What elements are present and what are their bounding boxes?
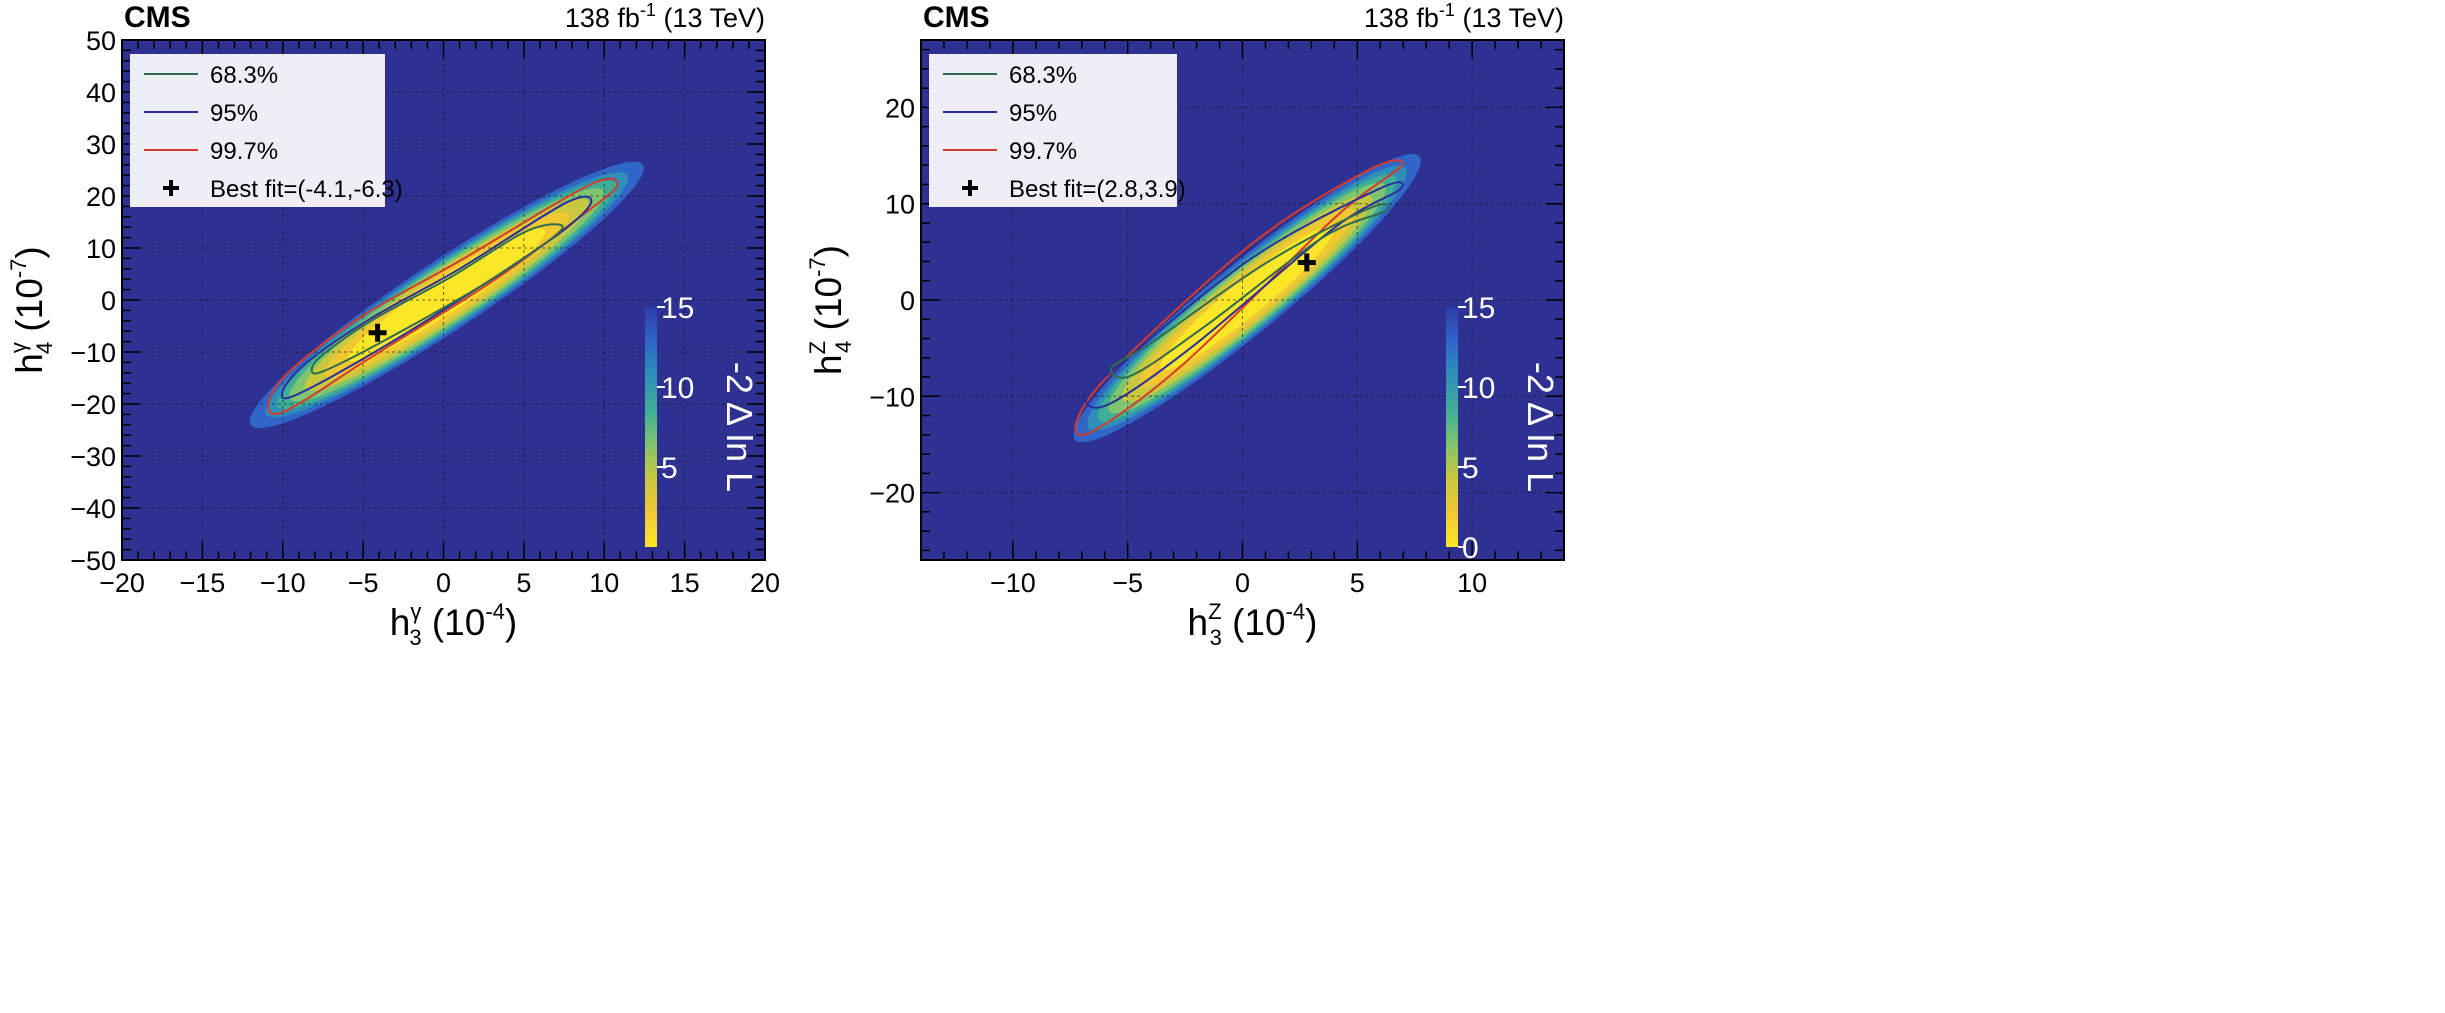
x-tick-label: 15 (670, 568, 700, 598)
legend-label: 99.7% (210, 138, 278, 165)
y-axis-label: hγ4 (10-7) (6, 246, 57, 373)
legend-label: Best fit=(-4.1,-6.3) (210, 176, 403, 203)
legend-label: 68.3% (1009, 62, 1077, 89)
best-fit-marker (368, 323, 387, 342)
legend-item: 95% (943, 100, 1057, 127)
y-tick-label: −10 (869, 382, 915, 412)
y-tick-label: 20 (86, 182, 116, 212)
likelihood-band (1160, 226, 1334, 371)
colorbar-tick-label: 5 (661, 452, 678, 485)
axis-ticks (121, 39, 766, 561)
x-tick-label: −5 (1112, 568, 1143, 598)
contour-95 (1084, 181, 1404, 409)
colorbar-gradient (1446, 307, 1458, 547)
y-tick-label: 30 (86, 130, 116, 160)
legend-label: 95% (210, 100, 258, 127)
y-tick-label: 0 (900, 286, 915, 316)
colorbar-tick-label: 15 (1462, 292, 1495, 325)
y-tick-label: 50 (86, 26, 116, 56)
colorbar-tick-label: 10 (661, 372, 694, 405)
contour-683 (1109, 203, 1390, 379)
x-tick-label: 0 (1235, 568, 1250, 598)
colorbar-tick-label: 15 (661, 292, 694, 325)
colorbar-tick-label: 10 (1462, 372, 1495, 405)
x-axis-label: hγ 3 (10-4) (390, 599, 517, 650)
contour-997 (1074, 159, 1404, 436)
legend-item: Best fit=(-4.1,-6.3) (163, 176, 403, 203)
likelihood-fill (249, 161, 644, 429)
y-tick-label: 40 (86, 78, 116, 108)
best-fit-marker (1297, 253, 1316, 272)
colorbar-tick-label: 0 (1462, 532, 1479, 565)
legend-item: 95% (144, 100, 258, 127)
experiment-label: CMS (124, 1, 191, 34)
lumi-label: 138 fb-1 (13 TeV) (1364, 0, 1564, 33)
legend-label: 68.3% (210, 62, 278, 89)
x-tick-label: 5 (516, 568, 531, 598)
experiment-label: CMS (923, 1, 990, 34)
lumi-label: 138 fb-1 (13 TeV) (565, 0, 765, 33)
contour-95 (280, 195, 593, 400)
legend-label: 99.7% (1009, 138, 1077, 165)
contour-683 (310, 223, 564, 375)
x-tick-label: −15 (179, 568, 225, 598)
y-tick-label: 10 (885, 190, 915, 220)
y-tick-label: −40 (70, 494, 116, 524)
legend-item: 99.7% (144, 138, 278, 165)
legend-item: 99.7% (943, 138, 1077, 165)
y-tick-label: 10 (86, 234, 116, 264)
legend: 68.3% 95% 99.7% Best fit=(2.8,3.9) (929, 54, 1186, 207)
legend: 68.3% 95% 99.7% Best fit=(-4.1,-6.3) (130, 54, 403, 207)
panel-left: −20 −15 −10 −5 0 5 10 15 20−50−40−30−20−10010203… (6, 0, 780, 650)
x-tick-label: −10 (260, 568, 306, 598)
x-tick-label: −5 (348, 568, 379, 598)
colorbar-tick-label: 5 (1462, 452, 1479, 485)
y-tick-label: 20 (885, 93, 915, 123)
colorbar-gradient (645, 307, 657, 547)
legend-item: 68.3% (144, 62, 278, 89)
x-tick-label: 10 (589, 568, 619, 598)
y-tick-label: −30 (70, 442, 116, 472)
x-axis-label: hZ 3 (10-4) (1188, 599, 1318, 650)
x-tick-label: 5 (1350, 568, 1365, 598)
x-tick-label: 10 (1457, 568, 1487, 598)
y-tick-label: −10 (70, 338, 116, 368)
y-axis-label: hZ4 (10-7) (805, 245, 856, 375)
likelihood-band (348, 228, 546, 362)
contour-997 (267, 177, 619, 415)
y-tick-label: 0 (101, 286, 116, 316)
y-tick-label: −50 (70, 546, 116, 576)
legend-item: Best fit=(2.8,3.9) (962, 176, 1186, 203)
colorbar-label: -2 Δ ln L (1520, 362, 1561, 492)
legend-label: Best fit=(2.8,3.9) (1009, 176, 1186, 203)
x-tick-label: −10 (990, 568, 1036, 598)
x-tick-label: −20 (99, 568, 145, 598)
axis-ticks (920, 40, 1565, 560)
colorbar: 0 5 10 15 -2 Δ ln L (1446, 292, 1561, 565)
x-tick-label: 20 (750, 568, 780, 598)
legend-item: 68.3% (943, 62, 1077, 89)
colorbar-label: -2 Δ ln L (719, 362, 760, 492)
x-tick-label: 0 (436, 568, 451, 598)
y-tick-label: −20 (869, 479, 915, 509)
legend-label: 95% (1009, 100, 1057, 127)
colorbar: 5 10 15 -2 Δ ln L (645, 292, 760, 547)
y-tick-label: −20 (70, 390, 116, 420)
